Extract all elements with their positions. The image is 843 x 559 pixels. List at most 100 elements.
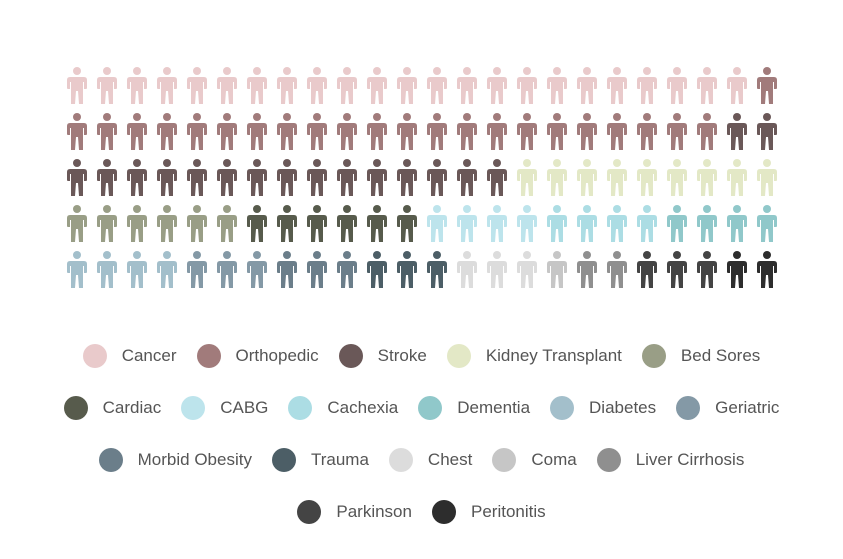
legend-item: Bed Sores bbox=[641, 344, 760, 368]
person-icon bbox=[487, 159, 507, 196]
person-icon bbox=[187, 205, 207, 242]
legend-item: Kidney Transplant bbox=[446, 344, 622, 368]
person-icon bbox=[127, 113, 147, 150]
legend-row: Parkinson Peritonitis bbox=[0, 500, 843, 524]
person-icon bbox=[247, 205, 267, 242]
person-icon bbox=[457, 159, 477, 196]
legend-item: Cachexia bbox=[288, 396, 398, 420]
person-icon bbox=[607, 251, 627, 288]
person-icon bbox=[67, 159, 87, 196]
person-icon bbox=[427, 113, 447, 150]
person-icon bbox=[547, 159, 567, 196]
legend-item: Chest bbox=[388, 448, 472, 472]
person-icon bbox=[307, 113, 327, 150]
person-icon bbox=[457, 67, 477, 104]
pictogram-chart bbox=[67, 67, 777, 288]
person-icon bbox=[367, 113, 387, 150]
person-icon bbox=[67, 205, 87, 242]
legend-swatch bbox=[82, 344, 107, 368]
legend-swatch bbox=[288, 396, 313, 420]
person-icon bbox=[577, 113, 597, 150]
person-icon bbox=[727, 67, 747, 104]
person-icon bbox=[607, 159, 627, 196]
person-icon bbox=[157, 251, 177, 288]
person-icon bbox=[127, 205, 147, 242]
legend-label: Cardiac bbox=[102, 398, 162, 417]
legend-label: Morbid Obesity bbox=[137, 450, 252, 469]
person-icon bbox=[697, 205, 717, 242]
person-icon bbox=[607, 67, 627, 104]
person-icon bbox=[637, 67, 657, 104]
person-icon bbox=[367, 205, 387, 242]
person-icon bbox=[667, 67, 687, 104]
person-icon bbox=[637, 113, 657, 150]
legend-swatch bbox=[196, 344, 221, 368]
person-icon bbox=[67, 113, 87, 150]
person-icon bbox=[517, 113, 537, 150]
legend-item: Diabetes bbox=[550, 396, 656, 420]
person-icon bbox=[697, 251, 717, 288]
person-icon bbox=[757, 251, 777, 288]
legend-label: Coma bbox=[531, 450, 577, 469]
person-icon bbox=[727, 159, 747, 196]
person-icon bbox=[487, 67, 507, 104]
person-icon bbox=[727, 113, 747, 150]
person-icon bbox=[667, 251, 687, 288]
legend-item: Dementia bbox=[418, 396, 530, 420]
legend-label: Stroke bbox=[377, 346, 427, 365]
person-icon bbox=[457, 113, 477, 150]
legend-swatch bbox=[388, 448, 413, 472]
person-icon bbox=[337, 159, 357, 196]
legend-label: Peritonitis bbox=[470, 502, 546, 521]
person-icon bbox=[487, 113, 507, 150]
legend-item: Stroke bbox=[338, 344, 427, 368]
person-icon bbox=[127, 67, 147, 104]
person-icon bbox=[127, 251, 147, 288]
person-icon bbox=[397, 113, 417, 150]
person-icon bbox=[307, 67, 327, 104]
person-icon bbox=[247, 113, 267, 150]
person-icon bbox=[187, 113, 207, 150]
person-icon bbox=[187, 159, 207, 196]
person-icon bbox=[337, 251, 357, 288]
person-icon bbox=[697, 159, 717, 196]
legend-swatch bbox=[446, 344, 471, 368]
legend-swatch bbox=[271, 448, 296, 472]
person-icon bbox=[277, 205, 297, 242]
person-icon bbox=[247, 251, 267, 288]
person-icon bbox=[517, 159, 537, 196]
person-icon bbox=[547, 251, 567, 288]
legend-row: Cancer Orthopedic Stroke Kidney Transplant B… bbox=[0, 344, 843, 368]
person-icon bbox=[487, 251, 507, 288]
person-icon bbox=[667, 159, 687, 196]
person-icon bbox=[427, 251, 447, 288]
person-icon bbox=[217, 159, 237, 196]
person-icon bbox=[187, 251, 207, 288]
person-icon bbox=[547, 67, 567, 104]
person-icon bbox=[67, 67, 87, 104]
person-icon bbox=[547, 205, 567, 242]
legend-swatch bbox=[431, 500, 456, 524]
person-icon bbox=[637, 159, 657, 196]
person-icon bbox=[157, 67, 177, 104]
legend-item: Geriatric bbox=[676, 396, 779, 420]
person-icon bbox=[307, 251, 327, 288]
legend-item: Coma bbox=[492, 448, 577, 472]
person-icon bbox=[427, 205, 447, 242]
person-icon bbox=[217, 113, 237, 150]
person-icon bbox=[577, 205, 597, 242]
legend-swatch bbox=[492, 448, 517, 472]
person-icon bbox=[367, 251, 387, 288]
person-icon bbox=[607, 113, 627, 150]
person-icon bbox=[397, 251, 417, 288]
legend-label: Cachexia bbox=[327, 398, 399, 417]
person-icon bbox=[517, 67, 537, 104]
person-icon bbox=[487, 205, 507, 242]
person-icon bbox=[757, 67, 777, 104]
legend-item: Cardiac bbox=[63, 396, 162, 420]
legend-label: CABG bbox=[220, 398, 269, 417]
legend-item: Trauma bbox=[271, 448, 369, 472]
legend-label: Liver Cirrhosis bbox=[635, 450, 745, 469]
person-icon bbox=[367, 159, 387, 196]
person-icon bbox=[397, 205, 417, 242]
